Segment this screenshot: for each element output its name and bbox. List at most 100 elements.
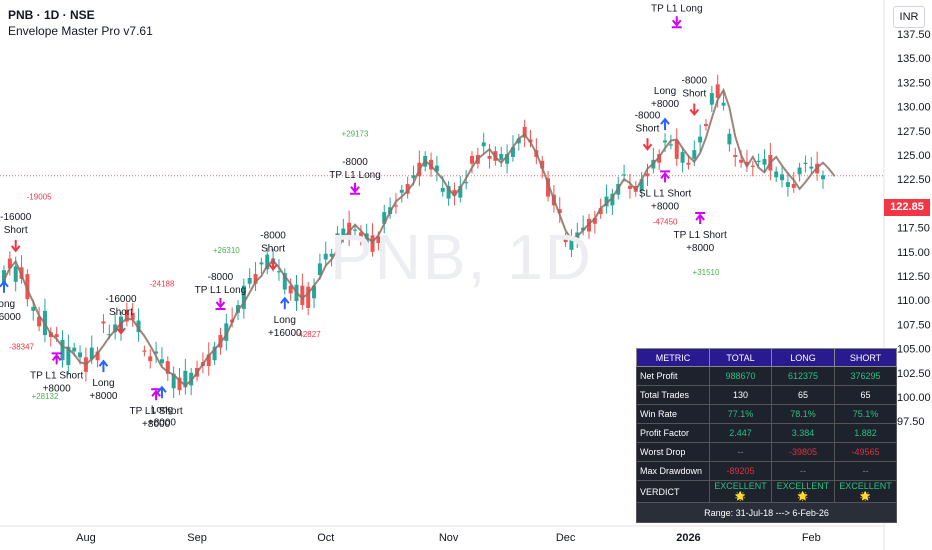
signal-marker: -16000 Short — [0, 212, 32, 253]
candle-body — [393, 205, 398, 207]
pnl-label: -47450 — [653, 218, 678, 227]
candle-body — [54, 334, 59, 337]
signal-label: TP L1 Long — [651, 3, 703, 14]
signal-label: +8000 — [43, 383, 72, 394]
candle-body — [101, 321, 106, 324]
stats-header-short: SHORT — [834, 348, 897, 367]
stats-row: Win Rate 77.1% 78.1% 75.1% — [636, 404, 897, 424]
signal-marker: TP L1 Short +8000 — [674, 212, 727, 254]
candle-body — [546, 178, 551, 197]
candle-body — [358, 232, 363, 239]
candle-body — [177, 377, 182, 391]
envelope-basis-line — [3, 87, 836, 387]
stats-cell-short: 65 — [834, 385, 897, 405]
candle-body — [335, 233, 340, 252]
candle-body — [37, 316, 42, 327]
last-price-label: 122.85 — [884, 199, 930, 216]
tp-down-arrow-icon — [215, 297, 226, 310]
candle-body — [686, 162, 691, 165]
candle-body — [704, 124, 708, 126]
pnl-label: -24188 — [149, 280, 174, 289]
candle-body — [505, 154, 510, 164]
candle-body — [797, 167, 802, 175]
signal-label: Long — [274, 315, 296, 326]
candle-body — [668, 144, 673, 146]
currency-button[interactable]: INR — [893, 6, 925, 28]
stats-cell-label: Win Rate — [636, 404, 710, 424]
candle-body — [774, 171, 779, 178]
signal-label: -16000 — [105, 294, 137, 305]
long-arrow-icon — [660, 117, 670, 131]
signal-label: Short — [261, 243, 285, 254]
signal-label: SL L1 Short — [639, 188, 692, 199]
candle-body — [317, 263, 322, 276]
stats-header-total: TOTAL — [709, 348, 772, 367]
candle-body — [785, 182, 790, 187]
y-tick-label: 117.50 — [897, 223, 930, 235]
candle-body — [434, 165, 439, 172]
candle-body — [610, 193, 615, 206]
signal-marker: Long +8000 — [89, 359, 118, 402]
candle-body — [557, 209, 562, 214]
candle-body — [744, 161, 749, 165]
signal-label: Short — [109, 307, 133, 318]
signal-label: -8000 — [635, 110, 661, 121]
stats-cell-long: 612375 — [771, 366, 835, 386]
candle-body — [282, 273, 287, 290]
stats-cell-total: -89205 — [709, 461, 772, 481]
candle-body — [516, 138, 521, 144]
candle-body — [107, 334, 112, 336]
candle-body — [224, 323, 229, 341]
candle-body — [663, 140, 668, 143]
x-tick-label: Aug — [76, 532, 96, 544]
stats-header-metric: METRIC — [636, 348, 710, 367]
candle-body — [821, 175, 825, 180]
signal-marker: Long +16000 — [0, 280, 21, 323]
signal-marker: -16000 Short — [105, 294, 137, 335]
candle-body — [253, 274, 258, 284]
stats-range: Range: 31-Jul-18 ---> 6-Feb-26 — [636, 502, 897, 523]
candle-body — [411, 175, 416, 179]
stats-cell-long: 78.1% — [771, 404, 835, 424]
stats-cell-total: 988670 — [709, 366, 772, 386]
signal-label: -8000 — [664, 0, 690, 1]
candle-body — [276, 271, 281, 273]
pnl-label: +26310 — [213, 246, 240, 255]
signal-label: TP L1 Short — [674, 230, 727, 241]
candle-body — [159, 359, 164, 364]
tp-down-arrow-icon — [350, 182, 360, 195]
candle-body — [341, 228, 346, 236]
candle-body — [709, 93, 714, 105]
signal-marker: -8000 Short — [682, 75, 708, 117]
candle-body — [487, 155, 492, 159]
candle-body — [241, 285, 246, 309]
candle-body — [698, 136, 703, 143]
signal-label: Long — [0, 299, 15, 310]
chart-title: PNB · 1D · NSE — [8, 8, 95, 22]
candle-body — [130, 312, 135, 320]
candle-body — [399, 189, 404, 193]
candle-body — [809, 166, 814, 169]
stats-cell-label: Worst Drop — [636, 442, 710, 462]
stats-cell-long: -- — [771, 461, 835, 481]
signal-marker: -8000 TP L1 Long — [329, 157, 381, 195]
candle-body — [265, 254, 270, 270]
stats-cell-total: EXCELLENT 🌟 — [709, 480, 772, 503]
signal-label: Short — [682, 88, 706, 99]
candle-body — [622, 174, 627, 176]
stats-cell-total: 2.447 — [709, 423, 772, 443]
indicator-name[interactable]: Envelope Master Pro v7.61 — [8, 24, 153, 38]
candle-body — [7, 258, 12, 269]
candle-body — [481, 142, 486, 147]
short-arrow-icon — [642, 138, 653, 151]
tp-up-arrow-icon — [660, 170, 671, 183]
tp-up-arrow-icon — [51, 352, 62, 365]
y-tick-label: 102.50 — [897, 368, 931, 380]
stats-range-row: Range: 31-Jul-18 ---> 6-Feb-26 — [636, 502, 897, 523]
y-tick-label: 122.50 — [897, 174, 931, 186]
signal-label: +8000 — [651, 99, 680, 110]
candle-body — [329, 253, 334, 257]
candle-body — [13, 266, 18, 282]
candle-body — [259, 262, 264, 265]
